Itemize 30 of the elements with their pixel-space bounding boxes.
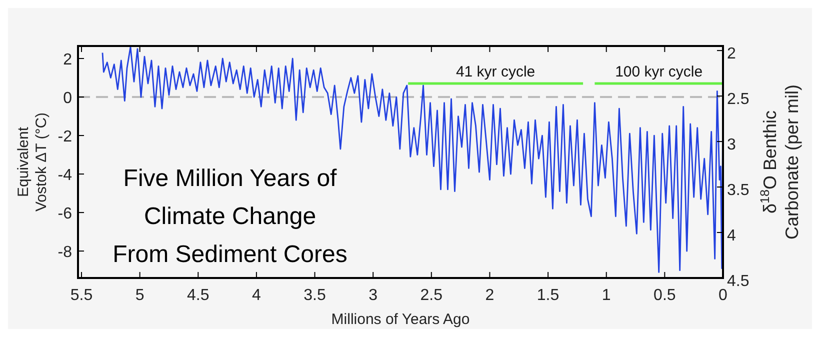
y2-tick-label: 2 (727, 46, 736, 63)
y2-tick-label: 2.5 (727, 91, 750, 108)
x-tick-label: 1 (602, 287, 611, 304)
y2-tick-label: 4.5 (727, 273, 750, 290)
y-tick-label: -8 (58, 244, 72, 262)
y2-tick-label: 3 (727, 136, 736, 154)
y-axis-title: Equivalent Vostok ΔT (°C) (15, 112, 50, 212)
line-series (102, 46, 723, 273)
series-label: 100 kyr cycle (615, 64, 703, 81)
x-tick-label: 4 (252, 287, 261, 304)
series-label: 41 kyr cycle (456, 64, 536, 81)
y-tick-label: -6 (58, 206, 72, 223)
y2-tick-label: 4 (727, 228, 736, 245)
y2-tick-label: 3.5 (727, 182, 750, 200)
x-tick-label: 5 (135, 287, 144, 304)
y-tick-label: -2 (58, 128, 72, 146)
x-tick-label: 3.5 (304, 287, 326, 304)
y-tick-label: 0 (63, 90, 72, 108)
y-tick-label: -4 (58, 167, 72, 184)
x-tick-label: 3 (368, 287, 378, 304)
x-tick-label: 2.5 (420, 287, 443, 304)
x-axis-title: Millions of Years Ago (331, 311, 470, 328)
text: Five Million Years of Climate Change From Sediment Cores (112, 165, 348, 268)
x-tick-label: 5.5 (70, 287, 93, 304)
x-tick-label: 0 (718, 287, 728, 304)
x-tick-label: 0.5 (654, 287, 676, 304)
y-tick-label: 2 (63, 52, 72, 69)
x-tick-label: 2 (485, 287, 494, 304)
x-tick-label: 1.5 (536, 287, 560, 304)
x-tick-label: 4.5 (187, 287, 210, 304)
